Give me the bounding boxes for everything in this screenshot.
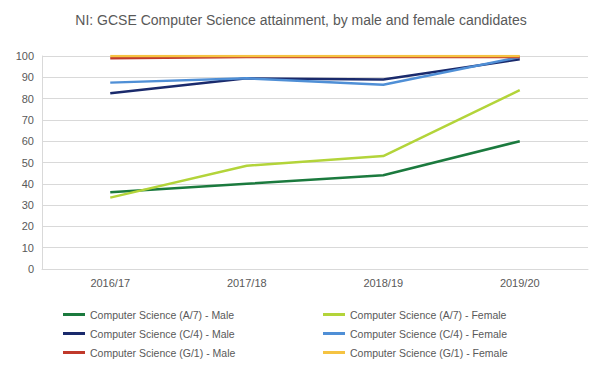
svg-text:Computer Science (A/7) - Male: Computer Science (A/7) - Male: [90, 309, 234, 321]
svg-text:Computer Science (A/7) - Femal: Computer Science (A/7) - Female: [350, 309, 507, 321]
svg-text:2019/20: 2019/20: [500, 277, 540, 289]
svg-text:100: 100: [16, 50, 34, 62]
svg-text:2016/17: 2016/17: [90, 277, 130, 289]
svg-text:20: 20: [22, 220, 34, 232]
svg-text:60: 60: [22, 135, 34, 147]
svg-text:Computer Science (G/1) - Male: Computer Science (G/1) - Male: [90, 347, 235, 359]
svg-text:Computer Science (G/1) - Femal: Computer Science (G/1) - Female: [350, 347, 508, 359]
svg-text:Computer Science (C/4) - Male: Computer Science (C/4) - Male: [90, 328, 235, 340]
svg-text:70: 70: [22, 114, 34, 126]
svg-text:2017/18: 2017/18: [227, 277, 267, 289]
svg-text:2018/19: 2018/19: [363, 277, 403, 289]
svg-text:50: 50: [22, 157, 34, 169]
svg-text:90: 90: [22, 71, 34, 83]
svg-text:0: 0: [28, 263, 34, 275]
svg-text:80: 80: [22, 93, 34, 105]
svg-text:40: 40: [22, 178, 34, 190]
svg-text:Computer Science (C/4) - Femal: Computer Science (C/4) - Female: [350, 328, 507, 340]
svg-text:10: 10: [22, 242, 34, 254]
svg-text:30: 30: [22, 199, 34, 211]
svg-text:NI: GCSE Computer Science atta: NI: GCSE Computer Science attainment, by…: [75, 12, 526, 28]
